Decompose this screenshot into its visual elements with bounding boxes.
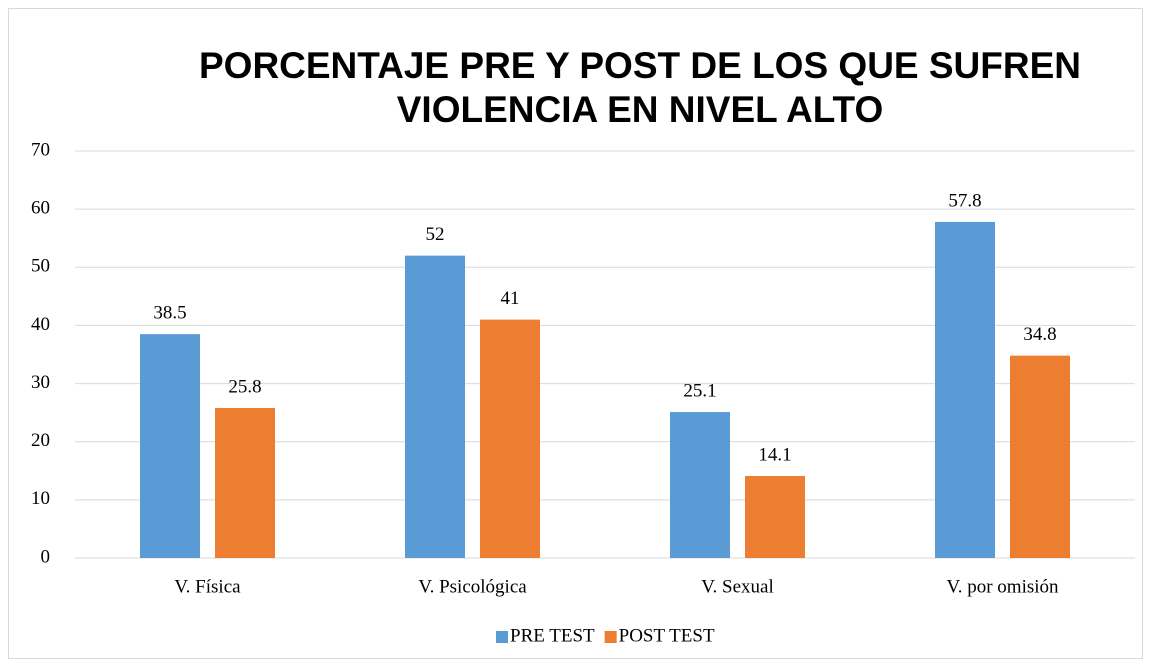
data-label: 34.8 xyxy=(1023,324,1056,345)
bar xyxy=(670,412,730,558)
y-tick-label: 20 xyxy=(31,430,50,451)
data-label: 52 xyxy=(426,224,445,245)
y-tick-label: 10 xyxy=(31,488,50,509)
chart-title: PORCENTAJE PRE Y POST DE LOS QUE SUFREN … xyxy=(198,45,1081,130)
data-label: 14.1 xyxy=(758,444,791,465)
chart-border xyxy=(8,8,1143,659)
y-tick-label: 40 xyxy=(31,314,50,335)
data-label: 41 xyxy=(501,288,520,309)
legend-label: PRE TEST xyxy=(510,625,595,646)
data-label: 38.5 xyxy=(153,303,186,324)
bar xyxy=(140,334,200,558)
y-tick-label: 60 xyxy=(31,198,50,219)
bar xyxy=(1010,355,1070,558)
bar xyxy=(215,407,275,558)
bar xyxy=(935,221,995,559)
bar xyxy=(480,319,540,558)
bar xyxy=(745,476,805,558)
x-tick-label: V. Física xyxy=(174,576,241,597)
data-label: 25.1 xyxy=(683,380,716,401)
data-label: 57.8 xyxy=(948,190,981,211)
legend-swatch xyxy=(496,631,508,643)
y-tick-label: 30 xyxy=(31,372,50,393)
y-tick-label: 70 xyxy=(31,139,50,160)
x-tick-label: V. Sexual xyxy=(701,576,773,597)
x-tick-label: V. Psicológica xyxy=(418,576,527,597)
data-label: 25.8 xyxy=(228,376,261,397)
legend-swatch xyxy=(604,631,617,643)
x-tick-label: V. por omisión xyxy=(946,576,1059,597)
legend-label: POST TEST xyxy=(619,625,715,646)
bar xyxy=(405,255,465,558)
y-tick-label: 50 xyxy=(31,256,50,277)
y-tick-label: 0 xyxy=(41,546,51,567)
